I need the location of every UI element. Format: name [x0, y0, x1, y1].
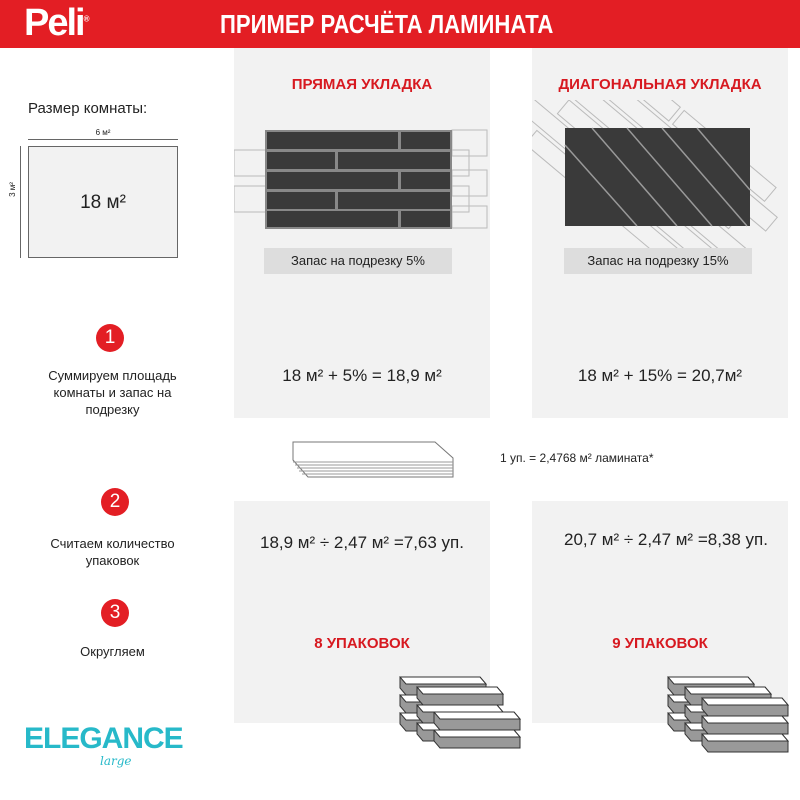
straight-layout-diagram [234, 129, 488, 229]
step-2-text: Считаем количество упаковок [50, 536, 175, 568]
straight-formula-2: 18,9 м² ÷ 2,47 м² =7,63 уп. [260, 533, 464, 552]
elegance-sub: large [100, 754, 132, 768]
straight-panel-top [234, 48, 490, 418]
elegance-logo: ELEGANCE [24, 722, 184, 755]
straight-result: 8 УПАКОВОК [314, 635, 410, 652]
logo-mark: ® [83, 14, 90, 24]
height-line [20, 146, 21, 258]
diagonal-title: ДИАГОНАЛЬНАЯ УКЛАДКА [558, 76, 762, 93]
diagonal-formula-2: 20,7 м² ÷ 2,47 м² =8,38 уп. [564, 530, 768, 549]
width-line [28, 139, 178, 140]
room-height: 3 м² [7, 182, 17, 197]
step-1-badge: 1 [96, 324, 124, 352]
step-2-badge: 2 [101, 488, 129, 516]
peli-logo: Peli® [24, 2, 90, 45]
packages-stack-9-icon [667, 676, 789, 753]
room-rect: 18 м² [28, 146, 178, 258]
diagonal-layout-diagram [532, 100, 778, 250]
logo-text: Peli [24, 2, 86, 44]
step-1-text: Суммируем площадь комнаты и запас на под… [48, 368, 177, 417]
diagonal-waste-note: Запас на подрезку 15% [564, 248, 752, 274]
laminate-package-icon [292, 441, 454, 478]
straight-formula-1: 18 м² + 5% = 18,9 м² [282, 366, 442, 385]
room-width: 6 м² [95, 128, 111, 137]
diagonal-formula-1: 18 м² + 15% = 20,7м² [577, 366, 743, 385]
step-3-text: Округляем [80, 644, 145, 659]
step-3-badge: 3 [101, 599, 129, 627]
diagonal-panel-top [532, 48, 788, 418]
straight-title: ПРЯМАЯ УКЛАДКА [291, 76, 433, 93]
packages-stack-8-icon [399, 676, 521, 749]
diagonal-result: 9 УПАКОВОК [612, 635, 708, 652]
page-title: ПРИМЕР РАСЧЁТА ЛАМИНАТА [220, 9, 554, 39]
straight-waste-note: Запас на подрезку 5% [264, 248, 452, 274]
room-size-label: Размер комнаты: [28, 100, 148, 117]
header [0, 0, 800, 48]
package-size-text: 1 уп. = 2,4768 м² ламината* [500, 451, 654, 465]
